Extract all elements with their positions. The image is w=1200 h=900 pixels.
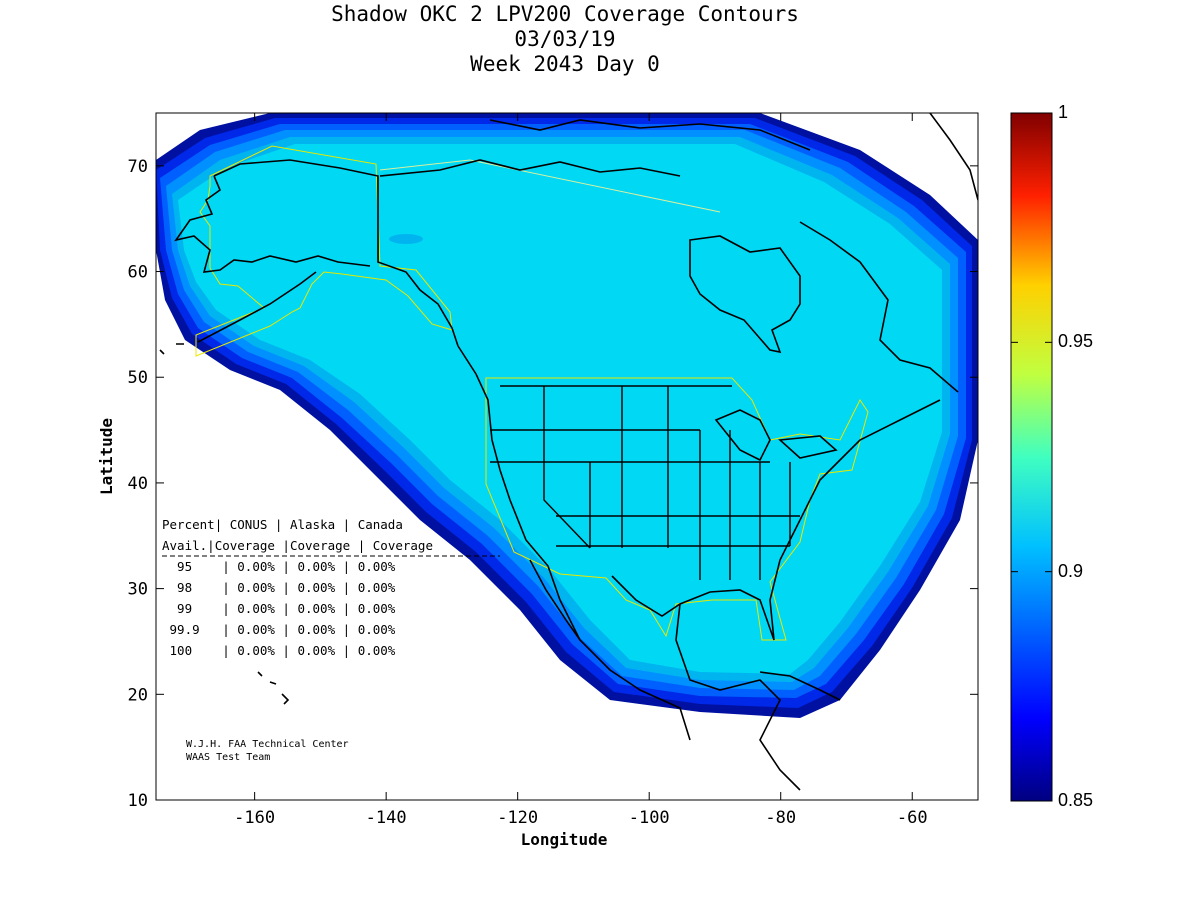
stats-cell-percent: 99.9 <box>162 622 207 637</box>
state-boundaries <box>490 385 800 580</box>
stats-cell-alaska: 0.00% <box>297 580 335 595</box>
colorbar-label: 0.95 <box>1058 331 1094 352</box>
stats-header-percent: Percent <box>162 517 215 532</box>
stats-cell-percent: 98 <box>162 580 207 595</box>
stats-header-avail: Avail. <box>162 538 207 553</box>
stats-cell-alaska: 0.00% <box>297 643 335 658</box>
stats-cell-alaska: 0.00% <box>297 601 335 616</box>
stats-header-conus: CONUS <box>230 517 268 532</box>
chart-title-line1: Shadow OKC 2 LPV200 Coverage Contours <box>331 2 799 26</box>
stats-header-canada: Canada <box>358 517 403 532</box>
colorbar-ticks <box>1011 112 1052 802</box>
stats-header-row2: Avail.|Coverage |Coverage | Coverage <box>162 538 433 553</box>
colorbar-label: 1 <box>1058 102 1069 122</box>
conus-outline <box>485 377 869 641</box>
coverage-blob <box>389 234 423 244</box>
y-tick-label: 50 <box>128 368 148 388</box>
stats-cell-canada: 0.00% <box>358 601 396 616</box>
coastlines <box>159 113 978 791</box>
y-tick-label: 60 <box>128 263 148 283</box>
stats-cell-conus: 0.00% <box>237 643 275 658</box>
x-tick-label: -60 <box>897 808 928 828</box>
stats-row: 98 | 0.00% | 0.00% | 0.00% <box>162 580 396 595</box>
x-tick-label: -100 <box>629 808 670 828</box>
stats-cell-alaska: 0.00% <box>297 622 335 637</box>
y-tick-label: 70 <box>128 157 148 177</box>
coverage-contours <box>156 113 978 791</box>
stats-cell-canada: 0.00% <box>358 622 396 637</box>
stats-cell-percent: 99 <box>162 601 207 616</box>
stats-cell-canada: 0.00% <box>358 580 396 595</box>
stats-cell-conus: 0.00% <box>237 580 275 595</box>
alaska-outline <box>195 145 453 357</box>
stats-header-coverage1: Coverage <box>215 538 275 553</box>
x-tick-label: -80 <box>765 808 796 828</box>
y-tick-label: 30 <box>128 580 148 600</box>
colorbar <box>1010 112 1053 802</box>
y-axis-label: Latitude <box>97 418 116 495</box>
colorbar-label: 0.9 <box>1058 560 1084 581</box>
credits-line2: WAAS Test Team <box>186 752 270 763</box>
x-tick-label: -160 <box>234 808 275 828</box>
stats-row: 95 | 0.00% | 0.00% | 0.00% <box>162 559 396 574</box>
stats-row: 99 | 0.00% | 0.00% | 0.00% <box>162 601 396 616</box>
stats-header-alaska: Alaska <box>290 517 335 532</box>
stats-cell-canada: 0.00% <box>358 643 396 658</box>
canada-outline <box>379 159 721 213</box>
stats-cell-conus: 0.00% <box>237 559 275 574</box>
stats-cell-percent: 95 <box>162 559 207 574</box>
stats-header-coverage2: Coverage <box>290 538 350 553</box>
stats-cell-percent: 100 <box>162 643 207 658</box>
stats-row: 99.9 | 0.00% | 0.00% | 0.00% <box>162 622 396 637</box>
stats-cell-conus: 0.00% <box>237 601 275 616</box>
x-tick-label: -120 <box>497 808 538 828</box>
chart-title-date: 03/03/19 <box>514 27 616 51</box>
chart-title-week: Week 2043 Day 0 <box>470 52 660 76</box>
x-tick-label: -140 <box>366 808 407 828</box>
stats-cell-canada: 0.00% <box>358 559 396 574</box>
axes: -160 -140 -120 -100 -80 -60 10 20 30 40 50 60 70 Long… <box>97 113 978 849</box>
stats-cell-alaska: 0.00% <box>297 559 335 574</box>
x-axis-label: Longitude <box>521 830 608 849</box>
y-tick-label: 40 <box>128 474 148 494</box>
colorbar-label: 0.85 <box>1058 790 1094 810</box>
stats-header-row1: Percent| CONUS | Alaska | Canada <box>162 517 403 532</box>
stats-row: 100 | 0.00% | 0.00% | 0.00% <box>162 643 396 658</box>
stats-table: Percent| CONUS | Alaska | Canada Avail.|… <box>162 517 500 658</box>
plot-frame <box>155 112 979 801</box>
stats-header-coverage3: Coverage <box>373 538 433 553</box>
y-tick-label: 10 <box>128 791 148 811</box>
coverage-main <box>178 144 942 674</box>
credits-line1: W.J.H. FAA Technical Center <box>186 739 349 750</box>
stats-cell-conus: 0.00% <box>237 622 275 637</box>
y-tick-label: 20 <box>128 685 148 705</box>
